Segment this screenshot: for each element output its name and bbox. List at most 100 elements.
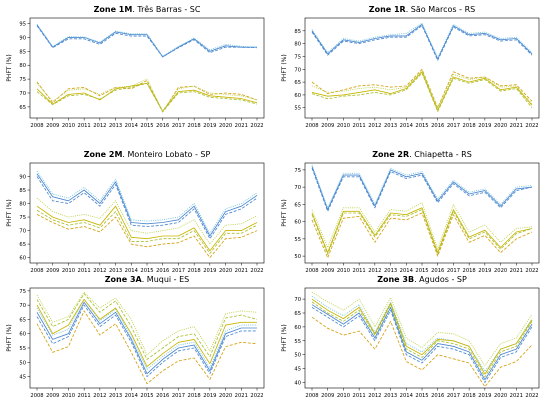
x-tick-label: 2011 [353, 268, 366, 274]
x-tick-label: 2020 [494, 123, 507, 129]
chart-panel-1: Zone 1M. Três Barras - SC 65 70 75 80 85 90 95 2… [6, 4, 265, 129]
chart-title: Zone 1M. Três Barras - SC [94, 4, 201, 14]
x-tick-label: 2018 [463, 393, 476, 399]
series-line-7 [311, 291, 533, 367]
y-axis-label: PHFT (%) [6, 324, 13, 351]
series-line-2 [36, 25, 258, 58]
series-line-6 [311, 301, 533, 378]
chart-title-zone: Zone 3A [105, 275, 143, 284]
x-tick-label: 2019 [478, 123, 491, 129]
y-tick-label: 65 [294, 80, 301, 86]
x-tick-label: 2010 [62, 268, 75, 274]
series-line-1 [36, 24, 257, 58]
series-line-7 [36, 78, 258, 112]
x-tick-label: 2011 [78, 268, 91, 274]
series-line-6 [36, 209, 258, 254]
x-tick-label: 2022 [525, 268, 538, 274]
x-tick-label: 2016 [156, 123, 169, 129]
chart-title-zone: Zone 2R [372, 150, 409, 159]
plot-frame [29, 17, 265, 119]
chart-title: Zone 3A. Muqui - ES [105, 275, 190, 284]
y-tick-label: 85 [294, 29, 301, 35]
plot-frame [304, 17, 540, 119]
y-tick-label: 75 [19, 289, 26, 295]
x-tick-label: 2016 [156, 268, 169, 274]
y-tick-label: 75 [19, 77, 26, 83]
chart-title-zone: Zone 1M [94, 5, 133, 14]
series-line-4 [311, 71, 533, 111]
x-tick-label: 2014 [400, 393, 414, 399]
chart-panel-5: Zone 3A. Muqui - ES 45 50 55 60 65 70 75 2008 200… [6, 275, 265, 399]
x-tick-label: 2015 [415, 123, 428, 129]
x-tick-label: 2015 [140, 393, 153, 399]
x-tick-label: 2012 [368, 268, 381, 274]
series-line-5 [36, 310, 258, 385]
x-tick-label: 2012 [93, 123, 106, 129]
y-tick-label: 50 [294, 353, 301, 359]
x-tick-label: 2013 [384, 123, 397, 129]
y-tick-label: 85 [19, 188, 26, 194]
series-line-2 [36, 176, 258, 240]
x-tick-label: 2021 [510, 268, 523, 274]
x-tick-label: 2016 [431, 268, 444, 274]
series-line-7 [311, 70, 533, 109]
chart-title-location: . Chiapetta - RS [409, 150, 472, 159]
y-tick-label: 55 [19, 346, 26, 352]
x-tick-label: 2017 [172, 268, 185, 274]
chart-title: Zone 2R. Chiapetta - RS [372, 150, 472, 159]
y-tick-label: 75 [19, 215, 26, 221]
series-line-2 [311, 307, 533, 383]
x-tick-label: 2021 [510, 123, 523, 129]
x-tick-label: 2010 [337, 393, 350, 399]
x-tick-label: 2011 [353, 123, 366, 129]
plot-frame [29, 162, 265, 264]
x-tick-label: 2021 [235, 268, 248, 274]
y-tick-label: 85 [19, 49, 26, 55]
series-line-3 [311, 164, 533, 209]
series-line-5 [311, 316, 533, 388]
y-tick-label: 60 [294, 93, 301, 99]
x-tick-label: 2014 [125, 268, 139, 274]
series-line-7 [36, 291, 258, 356]
chart-title-location: . São Marcos - RS [406, 5, 476, 14]
chart-title-zone: Zone 3B [377, 275, 414, 284]
y-tick-label: 50 [294, 254, 301, 260]
y-axis-label: PHFT (%) [281, 199, 288, 226]
chart-panel-3: Zone 2M. Monteiro Lobato - SP 60 65 70 75 80 8… [6, 150, 265, 274]
x-tick-label: 2017 [172, 123, 185, 129]
x-tick-label: 2008 [30, 393, 43, 399]
series-line-7 [36, 197, 258, 245]
chart-title: Zone 3B. Agudos - SP [377, 275, 467, 284]
x-tick-label: 2017 [447, 268, 460, 274]
chart-panel-2: Zone 1R. São Marcos - RS 55 60 65 70 75 80 85 20… [281, 5, 540, 129]
x-tick-label: 2008 [305, 393, 318, 399]
x-tick-label: 2016 [156, 393, 169, 399]
x-tick-label: 2009 [46, 393, 59, 399]
series-line-3 [311, 295, 533, 372]
x-tick-label: 2016 [431, 123, 444, 129]
y-tick-label: 75 [294, 54, 301, 60]
x-tick-label: 2021 [235, 123, 248, 129]
x-tick-label: 2022 [250, 393, 263, 399]
y-tick-label: 55 [294, 237, 301, 243]
x-tick-label: 2010 [62, 123, 75, 129]
series-line-2 [311, 25, 533, 61]
y-tick-label: 80 [19, 63, 26, 69]
x-tick-label: 2021 [235, 393, 248, 399]
x-tick-label: 2020 [219, 268, 232, 274]
y-tick-label: 55 [294, 106, 301, 112]
chart-title-location: . Muqui - ES [142, 275, 190, 284]
x-tick-label: 2009 [46, 268, 59, 274]
series-line-6 [311, 72, 533, 113]
x-tick-label: 2011 [353, 393, 366, 399]
x-tick-label: 2019 [203, 268, 216, 274]
x-tick-label: 2013 [384, 393, 397, 399]
y-tick-label: 60 [294, 325, 301, 331]
x-tick-label: 2008 [305, 123, 318, 129]
y-tick-label: 55 [294, 339, 301, 345]
x-tick-label: 2012 [368, 123, 381, 129]
y-tick-label: 60 [19, 256, 26, 262]
